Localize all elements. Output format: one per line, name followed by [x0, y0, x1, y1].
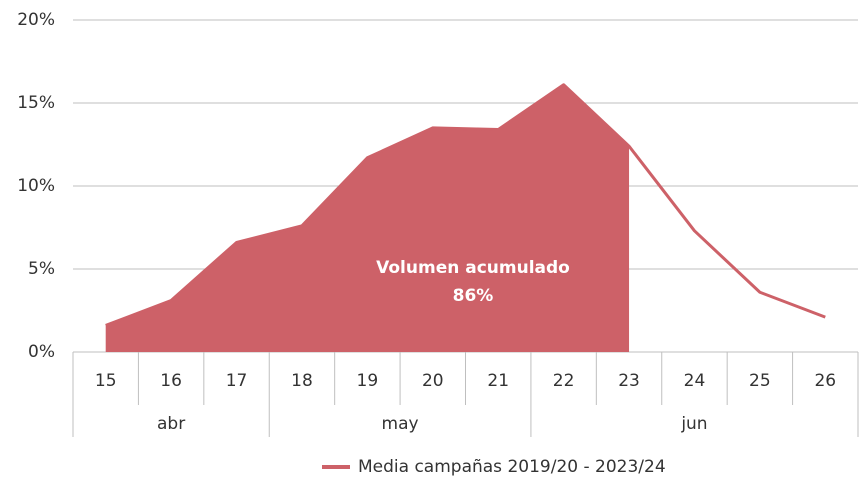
- line: [105, 83, 826, 327]
- group-label: may: [382, 414, 419, 434]
- y-tick-label: 20%: [17, 10, 55, 30]
- x-tick-label: 26: [814, 371, 836, 391]
- annotation: 86%: [453, 286, 494, 306]
- y-tick-label: 10%: [17, 176, 55, 196]
- annotation: Volumen acumulado: [376, 258, 570, 278]
- y-tick-label: 5%: [28, 259, 55, 279]
- x-tick-label: 22: [553, 371, 575, 391]
- legend-label: Media campañas 2019/20 - 2023/24: [358, 457, 666, 477]
- x-tick-label: 15: [95, 371, 117, 391]
- x-tick-label: 25: [749, 371, 771, 391]
- y-tick-label: 15%: [17, 93, 55, 113]
- x-tick-label: 16: [160, 371, 182, 391]
- x-tick-label: 24: [684, 371, 706, 391]
- x-tick-label: 19: [357, 371, 379, 391]
- x-tick-label: 18: [291, 371, 313, 391]
- group-label: abr: [157, 414, 185, 434]
- x-tick-label: 23: [618, 371, 640, 391]
- y-tick-label: 0%: [28, 342, 55, 362]
- group-label: jun: [680, 414, 707, 434]
- x-tick-label: 17: [226, 371, 248, 391]
- area: [105, 84, 630, 353]
- x-tick-label: 20: [422, 371, 444, 391]
- x-tick-label: 21: [487, 371, 509, 391]
